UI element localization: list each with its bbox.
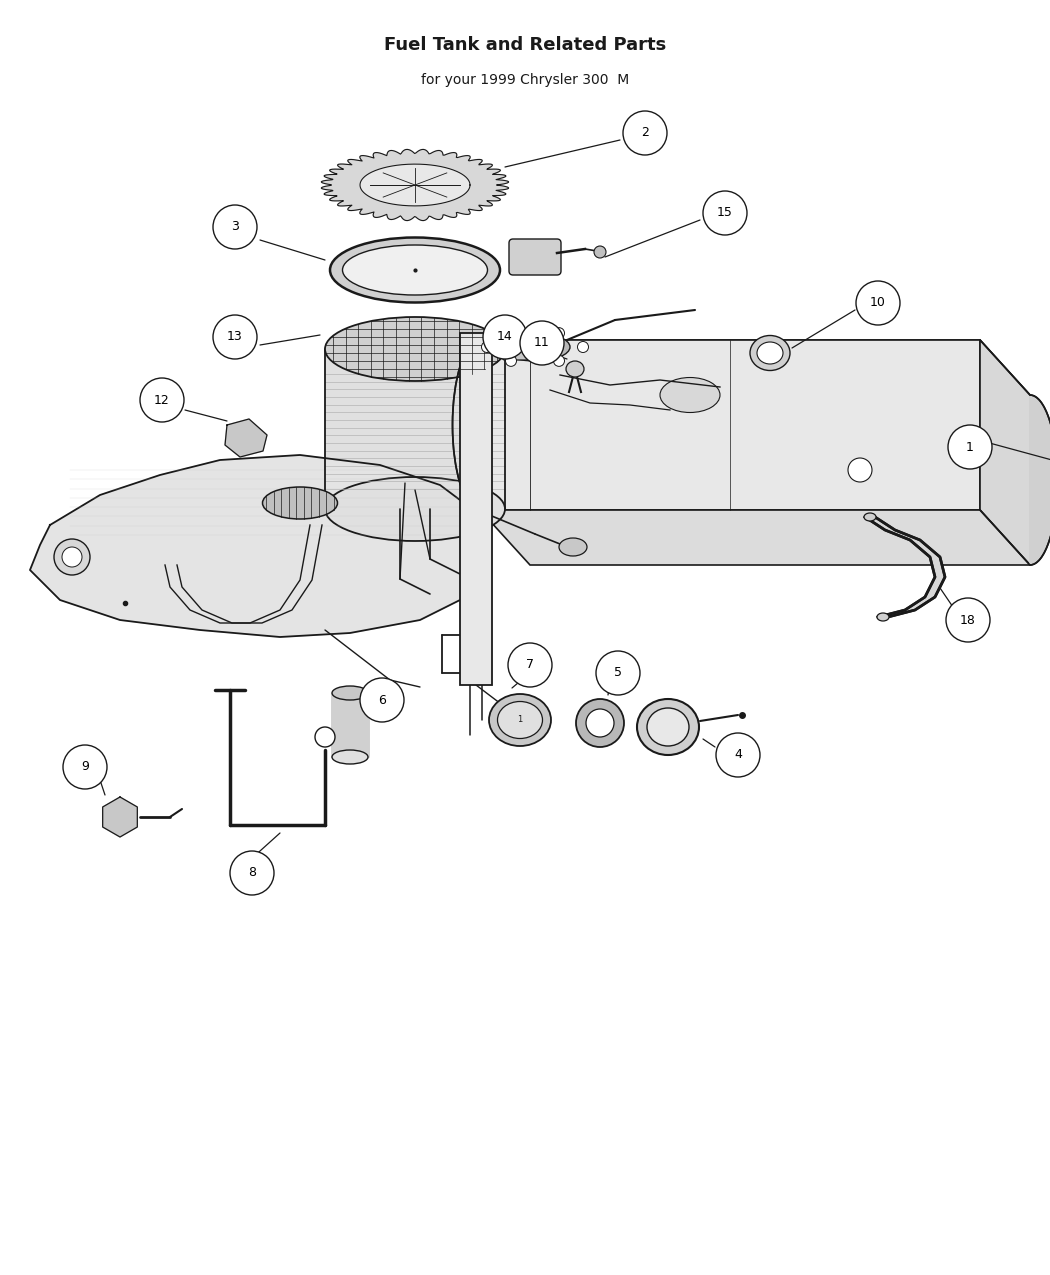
Circle shape — [505, 356, 517, 366]
Polygon shape — [980, 340, 1030, 565]
Text: 15: 15 — [717, 207, 733, 219]
Polygon shape — [480, 510, 1030, 565]
Polygon shape — [1030, 395, 1050, 565]
Text: 7: 7 — [526, 658, 534, 672]
Circle shape — [482, 342, 492, 352]
Ellipse shape — [559, 538, 587, 556]
Circle shape — [54, 539, 90, 575]
Text: 4: 4 — [734, 748, 742, 761]
Circle shape — [596, 652, 640, 695]
Circle shape — [505, 328, 517, 339]
Ellipse shape — [566, 361, 584, 377]
FancyBboxPatch shape — [502, 330, 536, 360]
Text: 12: 12 — [154, 394, 170, 407]
Text: 3: 3 — [231, 221, 239, 233]
FancyBboxPatch shape — [531, 335, 556, 354]
Text: 18: 18 — [960, 613, 975, 626]
Circle shape — [213, 205, 257, 249]
Text: 8: 8 — [248, 867, 256, 880]
Text: 2: 2 — [642, 126, 649, 139]
Circle shape — [623, 111, 667, 156]
Text: 14: 14 — [497, 330, 512, 343]
Text: 1: 1 — [518, 715, 523, 724]
Text: for your 1999 Chrysler 300  M: for your 1999 Chrysler 300 M — [421, 73, 629, 87]
Ellipse shape — [576, 699, 624, 747]
Ellipse shape — [750, 335, 790, 371]
Ellipse shape — [330, 237, 500, 302]
Text: Fuel Tank and Related Parts: Fuel Tank and Related Parts — [384, 36, 666, 54]
Circle shape — [856, 280, 900, 325]
Circle shape — [230, 850, 274, 895]
Circle shape — [948, 425, 992, 469]
Polygon shape — [453, 340, 480, 510]
Polygon shape — [326, 349, 505, 509]
Ellipse shape — [757, 342, 783, 363]
Ellipse shape — [586, 709, 614, 737]
Text: 11: 11 — [534, 337, 550, 349]
Polygon shape — [321, 149, 508, 221]
Polygon shape — [480, 340, 980, 510]
Ellipse shape — [326, 317, 505, 381]
Text: 9: 9 — [81, 760, 89, 774]
Ellipse shape — [637, 699, 699, 755]
Ellipse shape — [262, 487, 337, 519]
Circle shape — [213, 315, 257, 360]
Circle shape — [520, 321, 564, 365]
Circle shape — [594, 246, 606, 258]
Circle shape — [360, 678, 404, 722]
Circle shape — [553, 356, 565, 366]
Ellipse shape — [864, 513, 876, 521]
Polygon shape — [103, 797, 138, 836]
Polygon shape — [332, 694, 368, 757]
Text: 10: 10 — [870, 297, 886, 310]
Ellipse shape — [332, 686, 368, 700]
Ellipse shape — [489, 694, 551, 746]
Text: 6: 6 — [378, 694, 386, 706]
Ellipse shape — [647, 708, 689, 746]
Polygon shape — [360, 164, 470, 205]
Circle shape — [578, 342, 588, 352]
Circle shape — [140, 377, 184, 422]
Circle shape — [483, 315, 527, 360]
Ellipse shape — [877, 613, 889, 621]
Ellipse shape — [326, 477, 505, 541]
Text: 13: 13 — [227, 330, 243, 343]
Text: 5: 5 — [614, 667, 622, 680]
Circle shape — [946, 598, 990, 643]
Circle shape — [315, 727, 335, 747]
Circle shape — [553, 328, 565, 339]
FancyBboxPatch shape — [509, 238, 561, 275]
Ellipse shape — [500, 333, 570, 361]
Polygon shape — [480, 340, 1030, 395]
Polygon shape — [460, 333, 492, 685]
Ellipse shape — [332, 750, 368, 764]
Circle shape — [848, 458, 872, 482]
Polygon shape — [30, 455, 490, 638]
Ellipse shape — [498, 701, 543, 738]
Circle shape — [508, 643, 552, 687]
Circle shape — [704, 191, 747, 235]
Polygon shape — [865, 516, 945, 617]
Circle shape — [62, 547, 82, 567]
Circle shape — [63, 745, 107, 789]
Circle shape — [716, 733, 760, 776]
Text: 1: 1 — [966, 440, 974, 454]
Ellipse shape — [342, 245, 487, 295]
Ellipse shape — [660, 377, 720, 413]
Polygon shape — [225, 419, 267, 456]
